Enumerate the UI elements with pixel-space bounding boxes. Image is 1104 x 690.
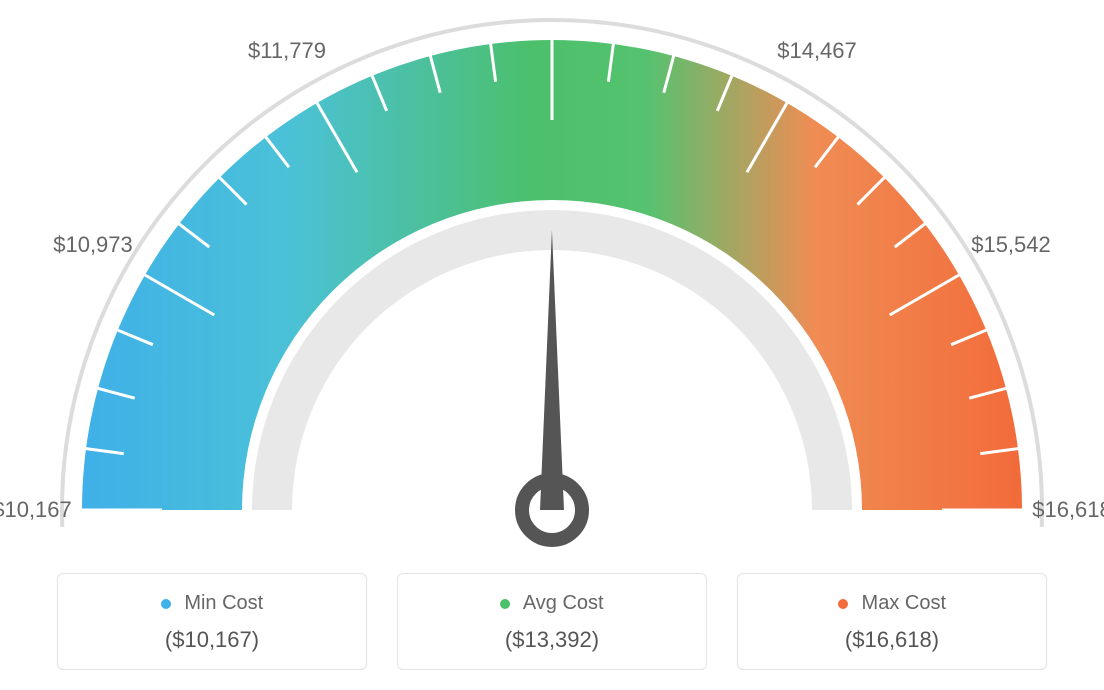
- tick-label: $16,618: [1032, 497, 1104, 523]
- tick-label: $15,542: [971, 232, 1051, 258]
- legend-title-min: Min Cost: [70, 592, 354, 615]
- legend-title-max: Max Cost: [750, 592, 1034, 615]
- tick-label: $10,973: [53, 232, 133, 258]
- legend-card-min: Min Cost ($10,167): [57, 573, 367, 670]
- legend-title-avg: Avg Cost: [410, 592, 694, 615]
- legend-row: Min Cost ($10,167) Avg Cost ($13,392) Ma…: [57, 573, 1047, 670]
- gauge-svg: [0, 0, 1104, 560]
- dot-icon: [838, 599, 848, 609]
- tick-label: $14,467: [777, 38, 857, 64]
- legend-value-avg: ($13,392): [410, 627, 694, 653]
- legend-card-max: Max Cost ($16,618): [737, 573, 1047, 670]
- tick-label: $10,167: [0, 497, 72, 523]
- needle: [540, 230, 564, 510]
- legend-value-max: ($16,618): [750, 627, 1034, 653]
- gauge-container: $10,167$10,973$11,779$13,392$14,467$15,5…: [0, 0, 1104, 560]
- dot-icon: [500, 599, 510, 609]
- legend-label: Min Cost: [184, 592, 263, 614]
- legend-card-avg: Avg Cost ($13,392): [397, 573, 707, 670]
- dot-icon: [161, 599, 171, 609]
- legend-value-min: ($10,167): [70, 627, 354, 653]
- legend-label: Avg Cost: [523, 592, 604, 614]
- legend-label: Max Cost: [862, 592, 946, 614]
- tick-label: $11,779: [248, 38, 326, 64]
